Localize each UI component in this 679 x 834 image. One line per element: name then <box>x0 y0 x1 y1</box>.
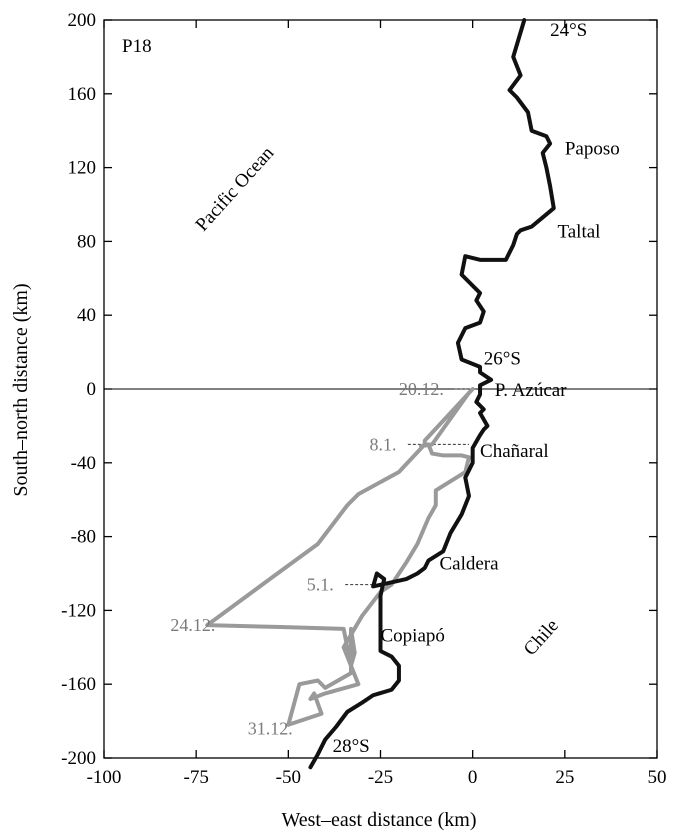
x-tick-label: -50 <box>276 767 301 788</box>
trajectory-line <box>205 387 475 727</box>
y-tick-label: -40 <box>71 453 96 474</box>
region-label: Pacific Ocean <box>192 142 279 235</box>
y-axis-title: South–north distance (km) <box>10 283 32 496</box>
x-tick-label: -25 <box>368 767 393 788</box>
place-label: Paposo <box>565 138 620 159</box>
place-label: 24°S <box>550 20 587 41</box>
place-label: P. Azúcar <box>495 380 567 401</box>
date-label: 20.12. <box>399 379 444 399</box>
place-label: Caldera <box>439 553 499 574</box>
x-tick-label: -100 <box>87 767 122 788</box>
y-tick-label: -80 <box>71 527 96 548</box>
y-tick-label: 200 <box>68 10 97 31</box>
y-tick-label: 80 <box>77 231 96 252</box>
date-label: 31.12. <box>248 718 293 738</box>
x-tick-label: -75 <box>184 767 209 788</box>
place-label: 26°S <box>484 349 521 370</box>
x-axis-title: West–east distance (km) <box>282 809 477 831</box>
coastline-line <box>308 18 556 770</box>
x-tick-label: 50 <box>648 767 667 788</box>
place-label: 28°S <box>333 736 370 757</box>
y-tick-label: -160 <box>61 674 96 695</box>
panel-label: P18 <box>122 36 152 57</box>
place-label: Copiapó <box>381 625 445 646</box>
place-label: Chañaral <box>480 441 549 462</box>
date-label: 24.12. <box>170 615 215 635</box>
date-label: 5.1. <box>307 575 334 595</box>
place-label: Taltal <box>557 221 600 242</box>
y-tick-label: 160 <box>68 84 97 105</box>
y-tick-label: 120 <box>68 158 97 179</box>
x-tick-label: 25 <box>555 767 574 788</box>
x-tick-label: 0 <box>468 767 478 788</box>
y-tick-label: -120 <box>61 600 96 621</box>
region-label: Chile <box>520 615 563 660</box>
date-label: 8.1. <box>369 434 396 454</box>
y-tick-label: 40 <box>77 305 96 326</box>
y-tick-label: 0 <box>87 379 97 400</box>
y-tick-label: -200 <box>61 748 96 769</box>
